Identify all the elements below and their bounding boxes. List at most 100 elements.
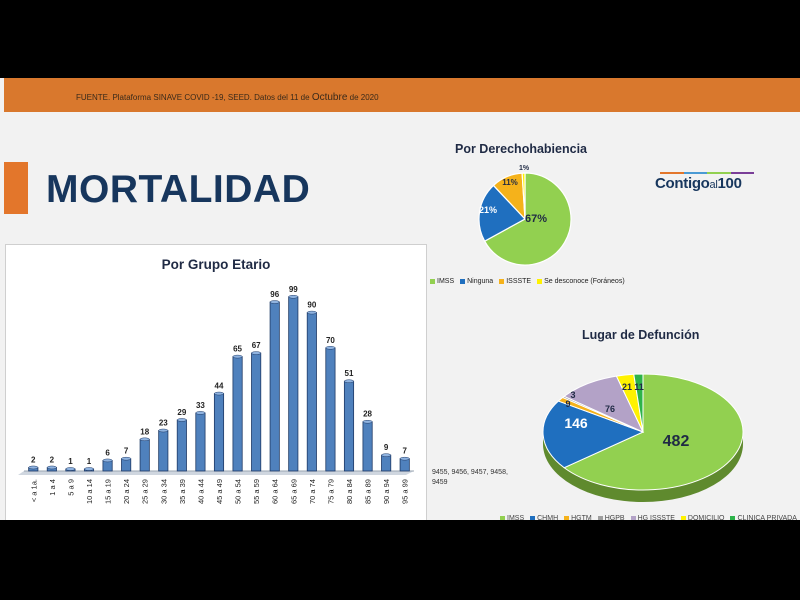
- bar-value-label-5: 7: [124, 447, 129, 456]
- death-place-legend-item: HGPB: [597, 515, 625, 520]
- bar-10: [213, 393, 225, 472]
- bar-value-label-7: 23: [159, 419, 168, 428]
- legend-swatch: [564, 515, 570, 520]
- legend-label: HGTM: [571, 515, 592, 520]
- bar-top-2: [65, 467, 76, 471]
- logo-text-3: 100: [717, 175, 742, 192]
- death-place-slice-1: [542, 400, 645, 469]
- x-tick-label-3: 10 a 14: [85, 479, 94, 504]
- bar-top-8: [176, 418, 187, 422]
- bar-20: [399, 458, 410, 472]
- source-text: FUENTE. Plataforma SINAVE COVID -19, SEE…: [76, 93, 310, 102]
- bar-top-20: [399, 456, 410, 461]
- bar-value-label-19: 9: [384, 443, 389, 452]
- legend-swatch: [730, 515, 736, 520]
- death-place-slice-6: [633, 373, 644, 433]
- death-place-value-label-4: 76: [605, 404, 615, 414]
- bar-19: [381, 454, 392, 472]
- bar-top-5: [121, 456, 132, 461]
- death-place-pie-chart: 482 146 93 76 21 11: [542, 373, 744, 502]
- bar-top-0: [28, 465, 39, 470]
- bar-top-13: [269, 300, 280, 304]
- bar-top-19: [381, 453, 392, 457]
- death-place-value-label-0: 482: [663, 433, 690, 450]
- death-place-value-label-1: 146: [564, 415, 588, 431]
- bar-value-label-11: 65: [233, 345, 242, 354]
- legend-label: CHMH: [537, 515, 559, 520]
- bar-value-label-0: 2: [31, 455, 36, 464]
- chart-floor: [18, 471, 414, 475]
- bar-value-label-14: 99: [289, 285, 298, 294]
- logo-text-1: Contigo: [655, 175, 710, 192]
- bar-value-label-1: 2: [50, 455, 55, 464]
- legend-swatch: [460, 278, 466, 284]
- bar-9: [195, 412, 206, 472]
- bar-top-7: [158, 428, 169, 433]
- death-place-slice-0: [563, 373, 744, 491]
- bar-top-17: [344, 379, 354, 383]
- x-tick-label-14: 65 a 69: [289, 479, 298, 504]
- death-place-note: 9455, 9456, 9457, 9458, 9459: [432, 469, 508, 486]
- x-tick-label-16: 75 a 79: [326, 479, 335, 504]
- x-tick-label-7: 30 a 34: [159, 479, 168, 504]
- death-place-value-label-5: 21: [622, 382, 632, 392]
- bar-value-label-13: 96: [270, 290, 279, 299]
- bar-value-label-15: 90: [307, 301, 316, 310]
- death-place-legend-item: CLINICA PRIVADA: [730, 515, 797, 520]
- insurance-legend-item: IMSS: [430, 278, 454, 285]
- x-tick-label-9: 40 a 44: [196, 479, 205, 504]
- bar-top-4: [102, 458, 113, 463]
- legend-label: Ninguna: [467, 278, 494, 285]
- insurance-legend-item: Ninguna: [460, 278, 493, 285]
- legend-swatch: [430, 278, 435, 284]
- x-tick-label-0: < a 1a.: [29, 479, 38, 502]
- source-month: Octubre: [311, 92, 348, 103]
- legend-label: IMSS: [507, 515, 525, 520]
- source-note: FUENTE. Plataforma SINAVE COVID -19, SEE…: [76, 92, 379, 103]
- legend-swatch: [499, 278, 505, 284]
- insurance-slice-3: [521, 172, 526, 220]
- source-year: de 2020: [349, 93, 379, 102]
- death-place-legend: IMSS CHMH HGTM HGPB HG ISSSTE DOMICILIO CLINIC…: [500, 515, 800, 520]
- x-tick-label-11: 50 a 54: [234, 479, 243, 504]
- insurance-pct-label-0: 67%: [525, 213, 547, 225]
- bar-top-15: [306, 310, 317, 315]
- x-tick-label-6: 25 a 29: [141, 479, 150, 504]
- legend-label: CLINICA PRIVADA: [737, 515, 797, 520]
- x-tick-label-18: 85 a 89: [364, 479, 373, 504]
- bar-11: [232, 356, 243, 472]
- bar-18: [362, 421, 373, 472]
- x-tick-label-17: 80 a 84: [345, 479, 354, 504]
- bar-top-18: [362, 419, 373, 424]
- legend-label: HGPB: [604, 515, 625, 520]
- death-place-value-label-2: 9: [565, 399, 570, 409]
- bar-top-12: [251, 351, 262, 355]
- page-title: MORTALIDAD: [46, 168, 311, 211]
- bar-7: [158, 430, 169, 472]
- legend-label: Se desconoce (Foráneos): [544, 278, 625, 285]
- death-place-value-label-3: 3: [570, 390, 575, 400]
- bar-14: [288, 296, 299, 472]
- insurance-pct-label-2: 11%: [502, 178, 518, 187]
- bar-value-label-12: 67: [252, 341, 261, 350]
- logo-text-2: al: [709, 179, 718, 191]
- bar-value-label-2: 1: [68, 457, 73, 466]
- age-bar-chart: 2 < a 1a. 2 1 a 4 1 5 a 9 1 10 a 14 6 15 a 19 7 20 …: [18, 285, 414, 504]
- x-tick-label-15: 70 a 74: [308, 479, 317, 504]
- age-chart-title: Por Grupo Etario: [161, 257, 271, 272]
- bar-top-14: [288, 295, 299, 299]
- x-tick-label-13: 60 a 64: [271, 479, 280, 504]
- bar-top-3: [84, 467, 94, 471]
- legend-swatch: [500, 515, 505, 520]
- bar-top-11: [232, 354, 243, 359]
- bar-value-label-9: 33: [196, 401, 205, 410]
- x-tick-label-19: 90 a 94: [382, 479, 391, 504]
- legend-label: IMSS: [437, 278, 455, 285]
- legend-swatch: [597, 515, 603, 520]
- bar-value-label-3: 1: [87, 457, 92, 466]
- bar-12: [251, 352, 262, 472]
- bar-13: [269, 301, 280, 472]
- bar-value-label-8: 29: [177, 408, 186, 417]
- insurance-legend-item: ISSSTE: [499, 278, 531, 285]
- death-place-chart-title: Lugar de Defunción: [582, 328, 700, 342]
